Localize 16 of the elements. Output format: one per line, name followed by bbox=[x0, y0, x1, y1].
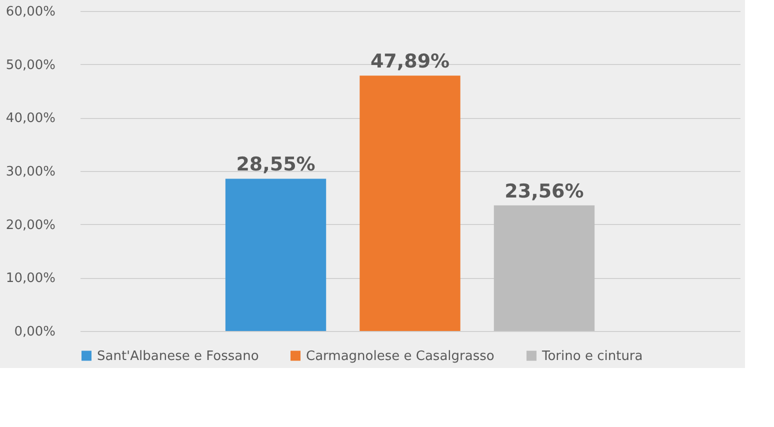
data-label: 28,55% bbox=[236, 154, 316, 176]
y-tick-label: 60,00% bbox=[6, 4, 56, 20]
data-label: 23,56% bbox=[504, 180, 584, 202]
y-tick-label: 50,00% bbox=[6, 58, 56, 73]
legend-label: Sant'Albanese e Fossano bbox=[97, 348, 259, 364]
y-tick-label: 0,00% bbox=[14, 324, 56, 340]
bar bbox=[494, 205, 595, 331]
legend-label: Carmagnolese e Casalgrasso bbox=[306, 348, 494, 364]
bar bbox=[225, 178, 326, 331]
y-tick-label: 30,00% bbox=[6, 164, 56, 180]
y-tick-label: 20,00% bbox=[6, 218, 56, 233]
legend-label: Torino e cintura bbox=[541, 348, 643, 364]
data-label: 47,89% bbox=[370, 50, 450, 73]
y-tick-label: 40,00% bbox=[6, 111, 56, 126]
bar bbox=[360, 76, 460, 331]
y-tick-label: 10,00% bbox=[6, 271, 56, 286]
